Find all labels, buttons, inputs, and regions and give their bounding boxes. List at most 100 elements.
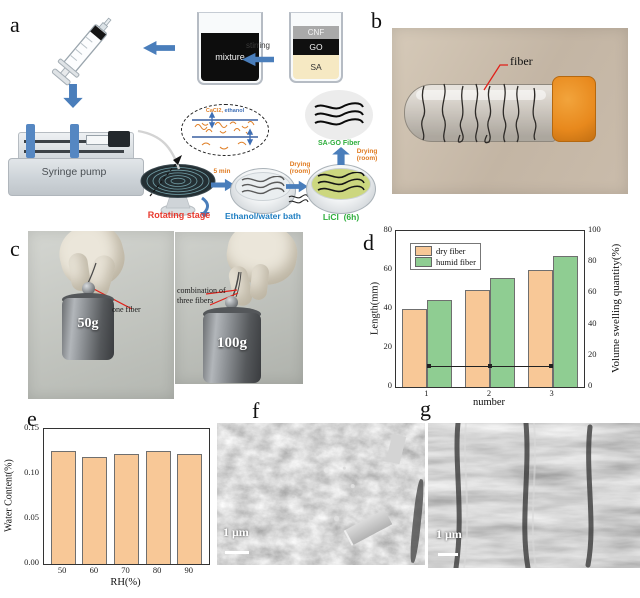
dry-fiber-bar-3 xyxy=(527,270,553,387)
sem-image-f: 1 μm xyxy=(217,423,425,565)
sem-f-scale-text: 1 μm xyxy=(223,525,249,539)
water-content-bar-60 xyxy=(82,456,108,564)
chart-e-bars xyxy=(44,429,209,564)
weight-100g-text: 100g xyxy=(217,335,247,351)
chart-d-xlabel: number xyxy=(472,397,506,408)
right-axis-tick: 60 xyxy=(588,286,597,297)
legend-label-dry: dry fiber xyxy=(436,246,466,256)
water-content-bar-50 xyxy=(50,450,76,564)
drying-mid-label: Drying (room) xyxy=(289,161,311,176)
dry-fiber-bar-2 xyxy=(464,289,490,387)
humid-fiber-bar-1 xyxy=(427,300,453,387)
left-axis-tick: 40 xyxy=(383,302,393,312)
water-content-bar-90 xyxy=(177,454,203,564)
chart-d-line xyxy=(427,364,553,369)
pump-label: Syringe pump xyxy=(41,166,107,178)
chart-e-ylabel: Water Content(%) xyxy=(3,459,15,532)
panel-d-label: d xyxy=(363,230,374,255)
line-marker xyxy=(427,364,432,369)
chart-e-xlabel: RH(%) xyxy=(110,577,141,588)
chart-d-plot: dry fiber humid fiber xyxy=(395,230,585,388)
line-marker xyxy=(548,364,553,369)
x-axis-tick: 70 xyxy=(121,565,130,575)
panel-a-label: a xyxy=(10,12,20,37)
sem-g-cracks xyxy=(453,423,594,568)
legend-row-humid: humid fiber xyxy=(415,257,476,267)
stage-label: Rotating stage xyxy=(147,210,211,220)
syringe-pump: Syringe pump xyxy=(8,106,144,198)
panel-f-label: f xyxy=(252,398,260,423)
sem-image-g: 1 μm xyxy=(428,423,640,568)
legend-swatch xyxy=(415,257,432,267)
dry-fiber-icon xyxy=(288,194,309,204)
ethanol-label: ethanol xyxy=(223,108,245,114)
right-axis-tick: 100 xyxy=(588,224,601,234)
fiber-crosssection-inset: CaCl2, ethanol xyxy=(181,104,269,156)
pump-post-left xyxy=(26,124,35,158)
one-fiber-note: one fiber xyxy=(112,305,141,314)
fiber-callout-label: fiber xyxy=(510,54,533,68)
x-axis-tick: 60 xyxy=(89,565,99,575)
x-axis-tick: 3 xyxy=(549,388,554,398)
chart-d-xticks: 1 2 3 xyxy=(395,388,583,398)
bath-label: Ethanol/water bath xyxy=(224,211,302,221)
weight-photo-100g: 100g combination of three fibers xyxy=(175,232,303,384)
pump-base xyxy=(8,158,144,196)
bar-group-3 xyxy=(527,256,578,387)
y-axis-tick: 0.15 xyxy=(24,422,39,432)
humid-fiber-bar-2 xyxy=(489,277,515,387)
humid-fiber-bar-3 xyxy=(552,256,578,387)
inset-caption: CaCl2, ethanol xyxy=(182,108,268,114)
pump-post-mid xyxy=(70,124,79,158)
weight-photo-50g: 50g one fiber xyxy=(28,231,174,399)
right-axis-tick: 80 xyxy=(588,255,597,266)
layer-cnf: CNF xyxy=(293,26,339,39)
panel-e-label: e xyxy=(27,406,37,431)
arrow-bath-to-licl xyxy=(286,180,308,193)
chart-e-xticks: 50 60 70 80 90 xyxy=(43,565,208,575)
chart-d-right-ticks: 0 20 40 60 80 100 xyxy=(586,224,604,390)
legend-label-humid: humid fiber xyxy=(436,257,476,267)
weight-100g-body: 100g xyxy=(203,313,261,383)
layered-beaker: CNF GO SA xyxy=(289,12,343,83)
weight-50g-text: 50g xyxy=(77,316,99,331)
panel-g-label: g xyxy=(420,396,431,421)
x-axis-tick: 90 xyxy=(184,565,194,575)
panel-c-label: c xyxy=(10,236,20,261)
tube-photo: fiber xyxy=(392,28,628,194)
tube-fibers xyxy=(421,83,537,144)
x-axis-tick: 2 xyxy=(486,388,492,398)
x-axis-tick: 1 xyxy=(424,388,429,398)
right-axis-tick: 20 xyxy=(588,348,597,359)
glove-right-finger2 xyxy=(249,263,270,301)
bar-group-2 xyxy=(464,277,515,387)
licl-label: LiCl (6h) xyxy=(322,212,360,222)
y-axis-tick: 0.10 xyxy=(24,467,39,477)
go-label: GO xyxy=(309,42,323,52)
bath-fibers xyxy=(241,176,285,195)
right-axis-tick: 40 xyxy=(588,317,597,328)
left-axis-tick: 20 xyxy=(383,341,393,351)
right-axis-tick: 0 xyxy=(588,380,593,390)
cacl2-label: CaCl2, xyxy=(205,108,224,114)
panel-b-label: b xyxy=(371,8,382,33)
chart-d-ylabel-right: Volume swelling quantity(%) xyxy=(610,243,622,373)
legend-row-dry: dry fiber xyxy=(415,246,476,256)
sa-label: SA xyxy=(310,62,322,72)
left-axis-tick: 60 xyxy=(383,263,393,273)
product-label: SA-GO Fiber xyxy=(317,140,360,147)
mixture-label: mixture xyxy=(215,52,245,62)
y-axis-tick: 0.05 xyxy=(24,512,39,522)
stirring-label: stirring xyxy=(246,41,271,50)
drying-right-label: Drying (room) xyxy=(356,148,378,163)
cnf-label: CNF xyxy=(307,28,325,37)
left-axis-tick: 80 xyxy=(383,224,393,234)
sem-f-scale-bar xyxy=(225,551,249,554)
water-content-bar-80 xyxy=(145,450,171,564)
bath-dish xyxy=(230,168,296,214)
chart-d-groups xyxy=(396,231,584,387)
chart-d-left-ticks: 0 20 40 60 80 xyxy=(378,224,394,390)
x-axis-tick: 50 xyxy=(57,565,67,575)
chart-d-legend: dry fiber humid fiber xyxy=(410,243,481,270)
